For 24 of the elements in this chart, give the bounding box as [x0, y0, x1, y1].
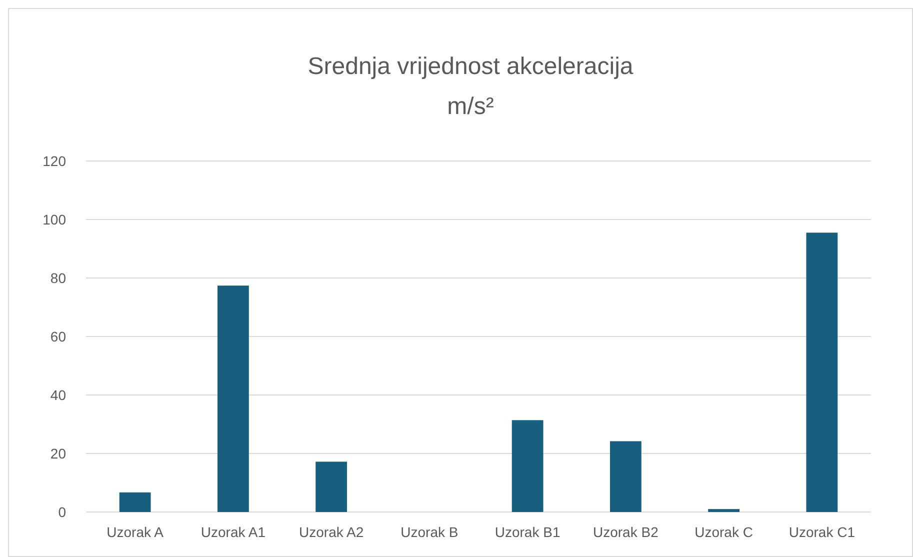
y-tick-label: 40 — [50, 386, 66, 403]
bar — [512, 420, 544, 512]
chart-subtitle: m/s² — [447, 93, 494, 120]
x-tick-label: Uzorak B2 — [593, 524, 659, 540]
bar — [316, 462, 348, 512]
y-tick-label: 120 — [42, 152, 66, 169]
y-tick-label: 100 — [42, 211, 66, 228]
x-tick-label: Uzorak C1 — [788, 524, 856, 540]
bar — [217, 286, 249, 512]
bar — [119, 492, 151, 512]
x-tick-label: Uzorak C — [694, 524, 753, 540]
x-tick-label: Uzorak B — [400, 524, 458, 540]
bar — [806, 232, 838, 512]
x-tick-label: Uzorak A2 — [299, 524, 364, 540]
x-tick-label: Uzorak A — [106, 524, 164, 540]
bar — [708, 509, 740, 512]
y-tick-label: 20 — [50, 445, 66, 462]
bar — [610, 441, 642, 512]
chart-title: Srednja vrijednost akceleracija — [308, 53, 634, 80]
y-tick-label: 0 — [58, 504, 66, 520]
y-tick-label: 60 — [50, 328, 66, 344]
x-tick-label: Uzorak B1 — [494, 524, 560, 540]
x-tick-label: Uzorak A1 — [200, 524, 266, 540]
y-tick-label: 80 — [50, 270, 66, 286]
